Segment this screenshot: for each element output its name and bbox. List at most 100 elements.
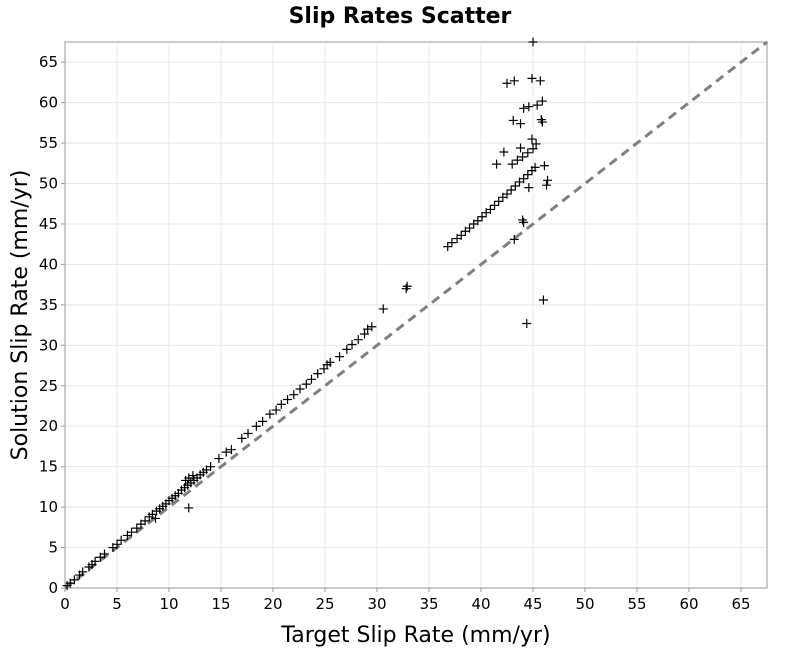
data-point-37 xyxy=(206,462,216,472)
data-point-100 xyxy=(492,159,502,169)
data-point-95 xyxy=(512,155,522,165)
y-tick-label-2: 10 xyxy=(39,498,58,516)
data-point-87 xyxy=(506,185,516,195)
data-point-102 xyxy=(516,143,526,153)
data-point-14 xyxy=(127,527,137,537)
y-tick-label-12: 60 xyxy=(39,94,58,112)
y-tick-label-6: 30 xyxy=(39,336,58,354)
data-point-4 xyxy=(78,567,88,577)
data-point-15 xyxy=(132,523,142,533)
data-point-42 xyxy=(184,503,194,513)
data-point-82 xyxy=(485,204,495,214)
data-point-65 xyxy=(353,335,363,345)
data-point-45 xyxy=(226,445,236,455)
data-point-54 xyxy=(289,390,299,400)
x-axis-label: Target Slip Rate (mm/yr) xyxy=(280,623,550,648)
y-tick-label-3: 15 xyxy=(39,458,58,476)
data-point-40 xyxy=(188,471,198,481)
data-point-77 xyxy=(465,223,475,233)
y-tick-label-5: 25 xyxy=(39,377,58,395)
data-point-47 xyxy=(243,429,253,439)
data-point-94 xyxy=(507,159,517,169)
data-point-72 xyxy=(443,242,453,252)
chart-title: Slip Rates Scatter xyxy=(289,4,512,29)
data-point-43 xyxy=(214,454,224,464)
data-point-11 xyxy=(112,539,122,549)
y-tick-label-9: 45 xyxy=(39,215,58,233)
x-tick-label-13: 65 xyxy=(731,595,750,613)
y-tick-label-13: 65 xyxy=(39,53,58,71)
data-point-116 xyxy=(524,102,534,112)
data-point-108 xyxy=(519,217,529,227)
data-point-90 xyxy=(519,174,529,184)
x-tick-label-5: 25 xyxy=(315,595,334,613)
reference-line-y-equals-x xyxy=(64,40,768,590)
y-tick-label-8: 40 xyxy=(39,255,58,273)
data-point-9 xyxy=(100,549,110,559)
data-point-70 xyxy=(402,281,412,291)
y-tick-label-1: 5 xyxy=(48,539,58,557)
data-point-68 xyxy=(367,322,377,332)
y-tick-label-10: 50 xyxy=(39,175,58,193)
data-point-103 xyxy=(527,134,537,144)
data-point-99 xyxy=(531,139,541,149)
data-point-51 xyxy=(271,405,281,415)
data-point-118 xyxy=(537,96,547,106)
x-tick-label-3: 15 xyxy=(211,595,230,613)
data-point-119 xyxy=(536,115,546,125)
data-points xyxy=(62,37,553,591)
x-tick-label-7: 35 xyxy=(419,595,438,613)
data-point-86 xyxy=(502,189,512,199)
data-point-124 xyxy=(535,76,545,86)
data-point-97 xyxy=(523,148,533,158)
y-tick-label-4: 20 xyxy=(39,417,58,435)
x-tick-label-4: 20 xyxy=(263,595,282,613)
data-point-109 xyxy=(518,215,528,225)
data-point-123 xyxy=(527,73,537,83)
plot-area-frame xyxy=(64,41,768,589)
data-point-41 xyxy=(150,513,160,523)
data-point-7 xyxy=(90,556,100,566)
data-point-49 xyxy=(258,416,268,426)
data-point-66 xyxy=(360,329,370,339)
data-point-106 xyxy=(542,180,552,190)
x-tick-label-10: 50 xyxy=(575,595,594,613)
data-point-80 xyxy=(477,212,487,222)
x-tick-label-2: 10 xyxy=(159,595,178,613)
data-point-111 xyxy=(538,295,548,305)
y-tick-label-7: 35 xyxy=(39,296,58,314)
data-point-55 xyxy=(295,384,305,394)
y-axis-ticks: 0 5 10 15 20 25 30 35 40 45 50 55 60 65 xyxy=(39,53,65,597)
x-tick-label-6: 30 xyxy=(367,595,386,613)
data-point-71 xyxy=(401,284,411,294)
grid xyxy=(64,42,767,589)
data-point-101 xyxy=(499,147,509,157)
x-axis-ticks: 0 5 10 15 20 25 30 35 40 45 50 55 60 65 xyxy=(60,588,751,613)
data-point-52 xyxy=(276,399,286,409)
data-point-83 xyxy=(490,200,500,210)
data-point-105 xyxy=(539,161,549,171)
data-point-91 xyxy=(523,170,533,180)
data-point-57 xyxy=(306,374,316,384)
data-point-112 xyxy=(522,318,532,328)
data-point-46 xyxy=(237,433,247,443)
data-point-48 xyxy=(251,421,261,431)
data-point-88 xyxy=(510,181,520,191)
data-point-64 xyxy=(347,340,357,350)
data-point-93 xyxy=(530,162,540,172)
data-point-56 xyxy=(301,379,311,389)
data-point-17 xyxy=(140,516,150,526)
x-tick-label-0: 0 xyxy=(60,595,70,613)
data-point-75 xyxy=(456,230,466,240)
data-point-50 xyxy=(265,409,275,419)
data-point-63 xyxy=(342,344,352,354)
x-tick-label-8: 40 xyxy=(471,595,490,613)
x-tick-label-9: 45 xyxy=(523,595,542,613)
data-point-121 xyxy=(502,78,512,88)
data-point-12 xyxy=(116,535,126,545)
y-tick-label-0: 0 xyxy=(48,579,58,597)
data-point-96 xyxy=(518,152,528,162)
x-tick-label-1: 5 xyxy=(112,595,122,613)
data-point-44 xyxy=(221,447,231,457)
data-point-110 xyxy=(509,234,519,244)
